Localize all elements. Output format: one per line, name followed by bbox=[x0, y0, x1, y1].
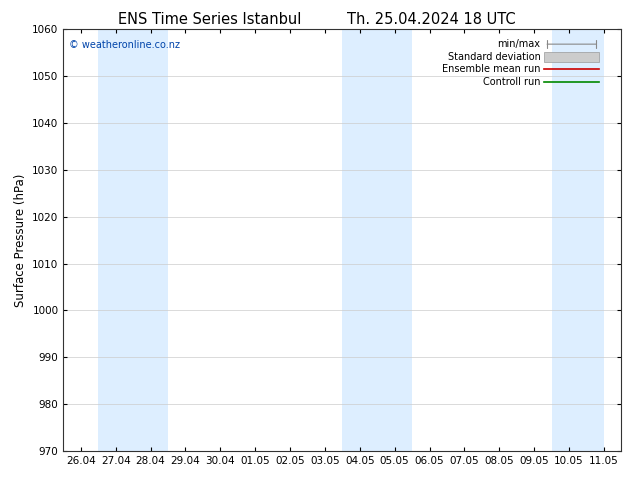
Text: Ensemble mean run: Ensemble mean run bbox=[442, 64, 540, 74]
Bar bbox=[342, 29, 412, 451]
Text: Th. 25.04.2024 18 UTC: Th. 25.04.2024 18 UTC bbox=[347, 12, 515, 27]
FancyBboxPatch shape bbox=[545, 51, 599, 62]
Text: min/max: min/max bbox=[498, 39, 540, 49]
Bar bbox=[98, 29, 168, 451]
Text: ENS Time Series Istanbul: ENS Time Series Istanbul bbox=[117, 12, 301, 27]
Y-axis label: Surface Pressure (hPa): Surface Pressure (hPa) bbox=[14, 173, 27, 307]
Text: Standard deviation: Standard deviation bbox=[448, 52, 540, 62]
Bar bbox=[552, 29, 604, 451]
Text: Controll run: Controll run bbox=[483, 77, 540, 87]
Text: © weatheronline.co.nz: © weatheronline.co.nz bbox=[69, 40, 180, 50]
